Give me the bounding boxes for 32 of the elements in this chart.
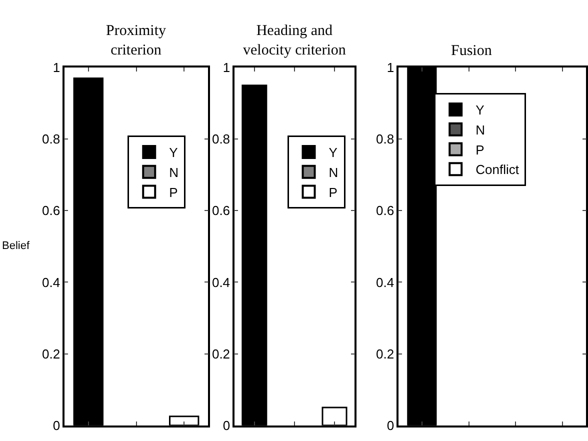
legend-label: P <box>169 184 178 200</box>
chart-title: Heading and velocity criterion <box>243 23 346 58</box>
y-tick-label: 0.4 <box>376 274 394 290</box>
legend-label: P <box>328 184 338 200</box>
legend-label: N <box>169 164 179 180</box>
y-tick-label: 0.4 <box>212 274 230 290</box>
y-tick-label: 0 <box>222 418 230 433</box>
y-tick-label: 0.6 <box>42 203 60 218</box>
legend-label: N <box>328 164 338 180</box>
chart-title: Fusion <box>451 43 492 59</box>
y-axis-title: Belief <box>2 240 30 252</box>
y-tick-label: 0.4 <box>42 274 60 290</box>
legend-label: Y <box>169 145 178 160</box>
y-tick-label: 0.2 <box>212 346 230 362</box>
y-tick-label: 1 <box>52 60 60 76</box>
y-tick-label: 0.8 <box>376 132 394 147</box>
y-tick-label: 0 <box>386 418 394 433</box>
legend-label: Y <box>328 145 338 160</box>
y-tick-label: 0.8 <box>212 132 230 147</box>
y-tick-label: 0.6 <box>212 203 230 218</box>
y-tick-label: 0.2 <box>376 346 394 362</box>
y-tick-label: 0 <box>52 418 60 433</box>
legend-label: P <box>476 142 484 158</box>
legend-label: N <box>476 122 485 138</box>
legend-label: Conflict <box>476 162 520 178</box>
legend-label: Y <box>476 102 485 118</box>
y-tick-label: 1 <box>222 60 230 76</box>
y-tick-label: 0.2 <box>42 346 60 362</box>
y-tick-label: 0.8 <box>42 132 60 147</box>
y-tick-label: 1 <box>386 60 394 76</box>
chart-title: Proximity criterion <box>106 23 167 58</box>
y-tick-label: 0.6 <box>376 203 394 218</box>
